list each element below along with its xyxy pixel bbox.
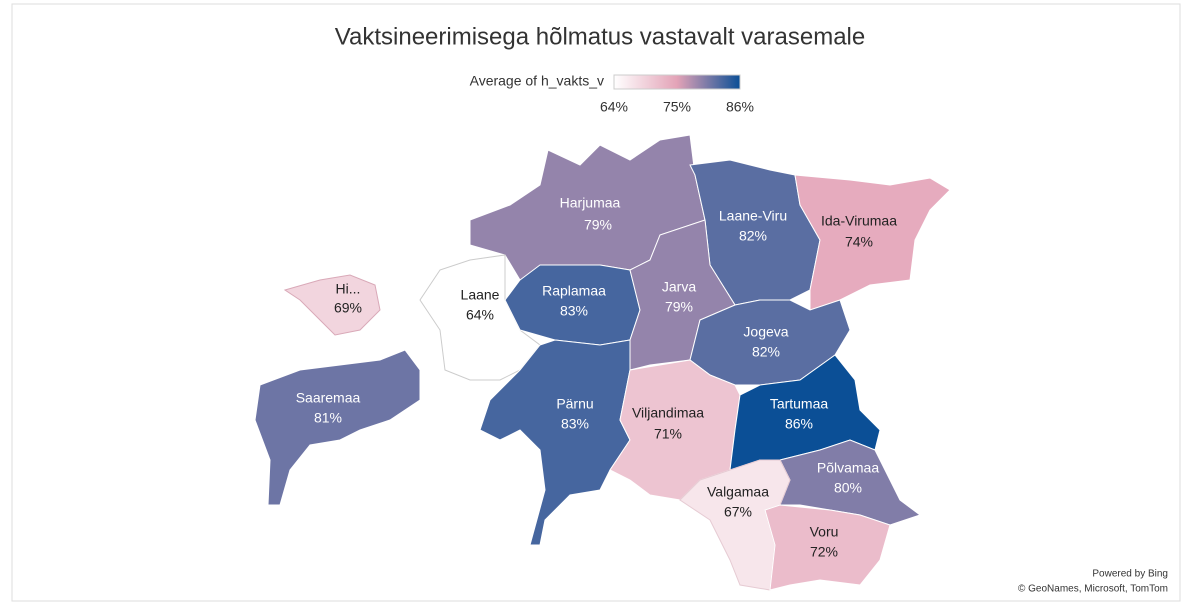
region-name: Raplamaa — [542, 283, 606, 299]
region-value: 79% — [584, 217, 612, 233]
region — [794, 174, 951, 311]
region — [254, 349, 421, 506]
region-name: Põlvamaa — [817, 460, 879, 476]
legend-label: 75% — [663, 99, 691, 115]
region-name: Harjumaa — [560, 195, 621, 211]
title: Vaktsineerimisega hõlmatus vastavalt var… — [335, 23, 865, 50]
region — [764, 504, 891, 591]
region-value: 74% — [845, 234, 873, 250]
region-name: Laane-Viru — [719, 208, 787, 224]
region-value: 67% — [724, 504, 752, 520]
region-value: 64% — [466, 307, 494, 323]
attribution: Powered by Bing — [1092, 569, 1168, 580]
regions — [254, 134, 951, 591]
region-name: Pärnu — [556, 396, 593, 412]
region-value: 72% — [810, 544, 838, 560]
region-value: 80% — [834, 480, 862, 496]
region-name: Viljandimaa — [632, 405, 704, 421]
region-value: 69% — [334, 300, 362, 316]
region-name: Jarva — [662, 279, 696, 295]
attribution: © GeoNames, Microsoft, TomTom — [1018, 584, 1168, 595]
legend-title: Average of h_vakts_v — [470, 73, 604, 89]
legend-bar — [613, 74, 741, 90]
region-name: Laane — [461, 287, 500, 303]
region-name: Jogeva — [743, 324, 788, 340]
region-value: 86% — [785, 416, 813, 432]
region-name: Valgamaa — [707, 484, 769, 500]
legend-label: 64% — [600, 99, 628, 115]
region-labels: Harjumaa 79% Laane-Viru 82% Ida-Virumaa … — [296, 195, 898, 560]
region-value: 71% — [654, 426, 682, 442]
region-value: 83% — [560, 303, 588, 319]
region-name: Saaremaa — [296, 390, 361, 406]
region-name: Tartumaa — [770, 396, 829, 412]
region — [479, 339, 631, 546]
region-value: 81% — [314, 410, 342, 426]
region — [283, 274, 381, 336]
region-value: 79% — [665, 299, 693, 315]
region-value: 83% — [561, 416, 589, 432]
region-value: 82% — [739, 228, 767, 244]
region-name: Voru — [810, 524, 839, 540]
region-value: 82% — [752, 344, 780, 360]
legend-label: 86% — [726, 99, 754, 115]
region-name: Ida-Virumaa — [821, 213, 897, 229]
region-name: Hi... — [336, 281, 361, 297]
